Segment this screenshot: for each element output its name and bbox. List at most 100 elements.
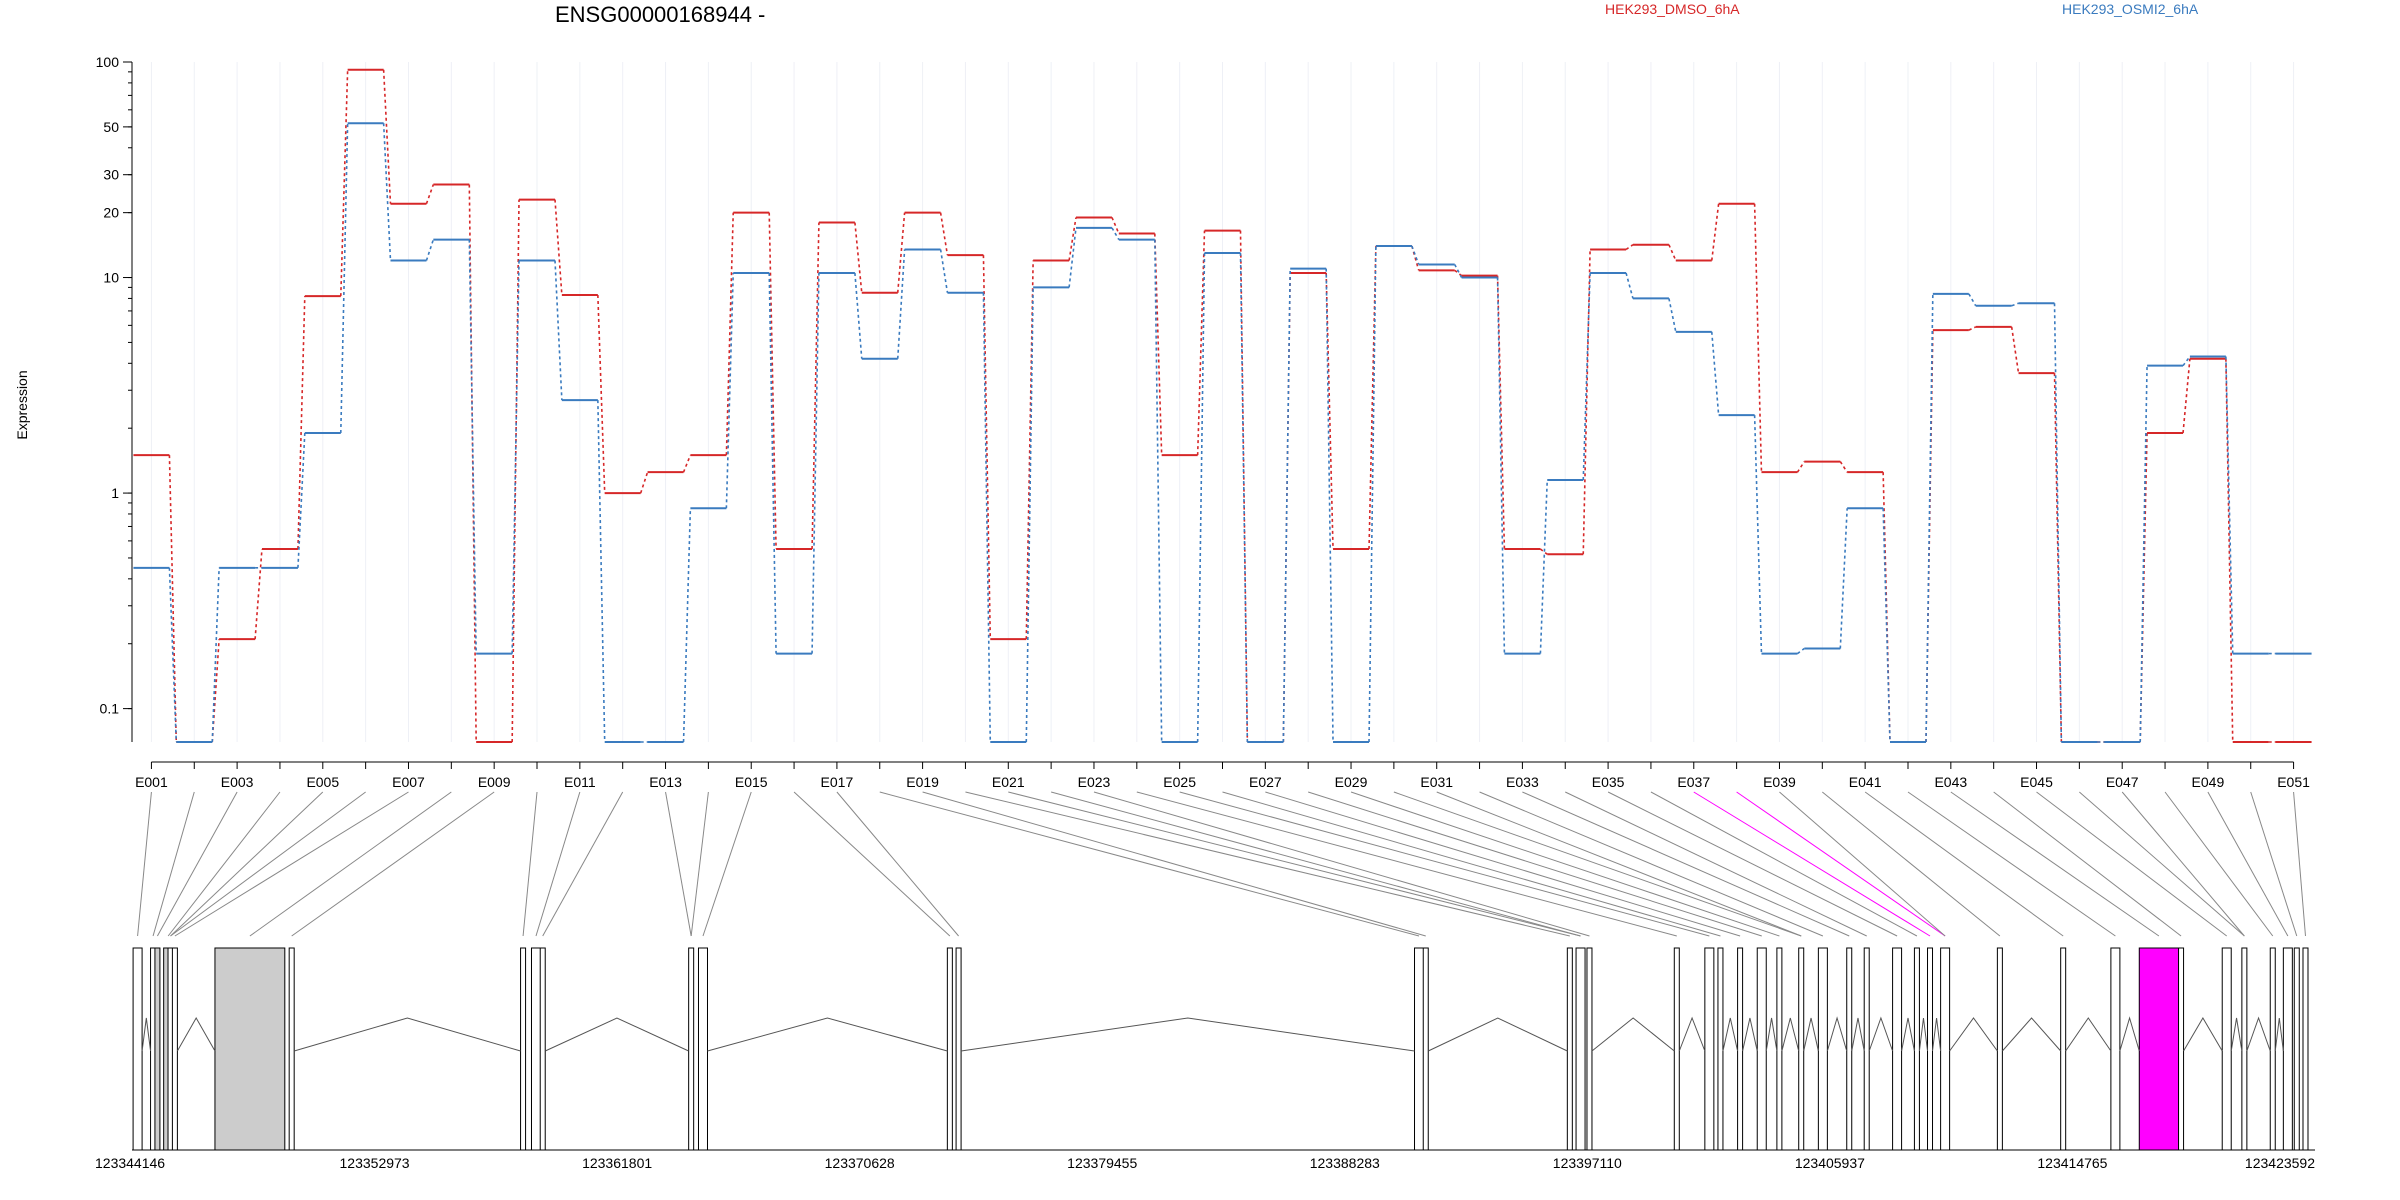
exon-connector: [1821, 791, 2001, 937]
exon-block: [1422, 947, 1429, 1151]
exon-connector: [249, 791, 452, 937]
series-2-connector: [597, 400, 606, 743]
series-2-connector: [1668, 298, 1677, 332]
exon-connector: [1864, 791, 2064, 937]
series-2-connector: [1796, 647, 1805, 655]
x-tick-label: E017: [821, 774, 854, 790]
series-1-connector: [1025, 260, 1034, 640]
series-2-connector: [2182, 356, 2191, 367]
series-1-connector: [382, 69, 392, 204]
y-tick-label: 10: [103, 270, 119, 286]
series-1-connector: [1454, 269, 1463, 277]
genomic-tick-label: 123370628: [825, 1155, 895, 1171]
intron: [1932, 1017, 1942, 1052]
exon-connector: [522, 791, 538, 937]
exon-connector: [1650, 791, 1918, 937]
x-tick-label: E051: [2277, 774, 2310, 790]
intron: [707, 1017, 948, 1052]
series-1-connector: [554, 199, 563, 296]
exon-block: [697, 947, 708, 1151]
exon-connector: [174, 791, 409, 937]
intron: [2246, 1016, 2271, 1052]
exon-connector: [535, 791, 581, 937]
x-tick-label: E009: [478, 774, 511, 790]
exon-connector: [156, 791, 238, 937]
exon-block: [1817, 947, 1828, 1151]
genomic-tick-label: 123388283: [1310, 1155, 1380, 1171]
intron: [1742, 1017, 1758, 1052]
exon-connector: [702, 791, 752, 937]
x-tick-label: E007: [392, 774, 425, 790]
exon-connector: [2121, 791, 2245, 937]
genomic-tick-label: 123397110: [1553, 1155, 1622, 1171]
x-tick-label: E043: [1934, 774, 1967, 790]
intron: [961, 1017, 1415, 1052]
exon-connector: [1736, 791, 1946, 937]
chart-title: ENSG00000168944 -: [555, 2, 765, 27]
series-2-connector: [1925, 293, 1934, 743]
intron: [2119, 1016, 2140, 1052]
exon-connector: [291, 791, 495, 937]
intron: [1851, 1017, 1865, 1052]
series-1-connector: [597, 294, 606, 494]
x-tick-label: E005: [306, 774, 339, 790]
series-1-connector: [1968, 326, 1977, 331]
exon-connector: [1950, 791, 2160, 937]
exon-connector: [1350, 791, 1780, 937]
exon-block: [1704, 947, 1715, 1151]
series-2-connector: [1368, 246, 1377, 743]
series-2-connector: [1882, 508, 1891, 743]
series-2-connector: [2011, 302, 2019, 307]
exon-connector: [665, 791, 692, 937]
series-2-connector: [468, 239, 477, 654]
series-2-connector: [1753, 415, 1763, 654]
series-2-connector: [768, 272, 777, 654]
series-1-connector: [725, 212, 735, 456]
series-1-connector: [1796, 461, 1805, 473]
series-1-connector: [811, 222, 820, 550]
series-1-connector: [1196, 230, 1206, 456]
exon-connector: [137, 791, 152, 937]
series-2-connector: [2139, 365, 2148, 743]
exon-connector: [836, 791, 959, 937]
x-tick-label: E021: [992, 774, 1025, 790]
x-tick-label: E027: [1249, 774, 1282, 790]
exon-axis: E001 E003 E005 E007 E009 E011 E013 E015 E017 E019…: [135, 761, 2310, 790]
exon-connector: [1479, 791, 1824, 937]
x-tick-label: E031: [1420, 774, 1453, 790]
series-1-connector: [768, 212, 777, 550]
exon-block: [171, 947, 178, 1151]
series-1-connector: [2139, 432, 2148, 743]
x-tick-label: E029: [1335, 774, 1368, 790]
exon-connector: [1436, 791, 1802, 937]
series-2-connector: [1325, 268, 1334, 743]
exon-block: [539, 947, 546, 1151]
y-tick-label: 0.1: [100, 701, 120, 717]
series-1-connector: [982, 255, 992, 640]
series-1-connector: [1539, 548, 1548, 555]
exon-block: [154, 947, 161, 1151]
exon-connector: [1565, 791, 1867, 937]
intron: [1428, 1017, 1568, 1052]
series-2-connector: [939, 249, 949, 293]
exon-block: [1996, 947, 2003, 1151]
series-layer: [133, 68, 2312, 743]
exon-block: [2302, 947, 2309, 1151]
exon-block: [2110, 947, 2121, 1151]
intron: [2065, 1017, 2112, 1052]
series-1-connector: [1710, 203, 1720, 261]
exon-block: [955, 947, 962, 1151]
exon-block: [1913, 947, 1920, 1151]
exon-block: [1798, 947, 1805, 1151]
legend-entry-series-2: HEK293_OSMI2_6hA: [2062, 1, 2199, 17]
intron: [2230, 1017, 2243, 1052]
series-1-connector: [1753, 203, 1763, 473]
genomic-coordinate-axis: 123344146 123352973 123361801 123370628 1233…: [95, 1155, 2315, 1171]
exon-connector: [1136, 791, 1677, 937]
series-2-connector: [1582, 272, 1591, 481]
exon-block: [2241, 947, 2248, 1151]
intron: [1678, 1016, 1706, 1052]
intron: [2274, 1017, 2284, 1052]
intron: [1868, 1016, 1894, 1052]
